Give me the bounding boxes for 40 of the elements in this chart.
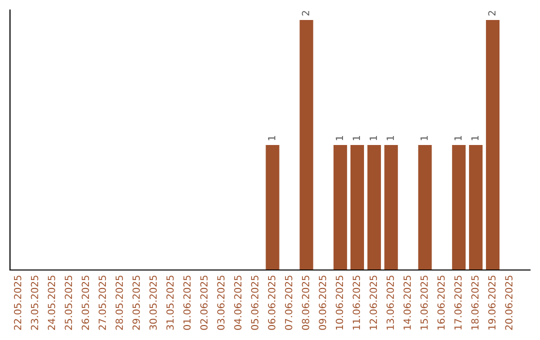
x-tick-label: 19.06.2025 xyxy=(488,276,496,330)
data-label: 2 xyxy=(488,11,496,16)
data-label: 1 xyxy=(454,136,462,140)
x-tick-label: 11.06.2025 xyxy=(352,276,360,330)
x-tick-label: 13.06.2025 xyxy=(386,276,394,330)
x-tick-label: 02.06.2025 xyxy=(200,276,208,330)
x-tick-label: 05.06.2025 xyxy=(251,276,258,330)
x-tick-label: 03.06.2025 xyxy=(217,276,225,330)
x-tick-label: 20.06.2025 xyxy=(505,276,512,330)
x-tick-label: 31.05.2025 xyxy=(166,276,174,330)
x-tick-label: 12.06.2025 xyxy=(370,276,377,330)
x-tick-label: 04.06.2025 xyxy=(234,276,242,330)
data-label: 1 xyxy=(471,136,478,140)
x-tick-label: 07.06.2025 xyxy=(284,276,292,330)
x-tick-label: 01.06.2025 xyxy=(183,276,191,330)
x-tick-label: 09.06.2025 xyxy=(318,276,326,330)
data-label: 1 xyxy=(336,136,343,140)
x-tick-label: 28.05.2025 xyxy=(116,276,123,330)
x-tick-label: 24.05.2025 xyxy=(48,276,56,330)
x-tick-label: 16.06.2025 xyxy=(437,276,445,330)
data-label: 2 xyxy=(302,11,310,16)
x-tick-label: 30.05.2025 xyxy=(149,276,157,330)
x-tick-label: 25.05.2025 xyxy=(64,276,72,330)
data-label: 1 xyxy=(352,136,360,140)
x-tick-label: 27.05.2025 xyxy=(98,276,106,330)
x-tick-label: 22.05.2025 xyxy=(14,276,22,330)
x-tick-label: 08.06.2025 xyxy=(302,276,310,330)
x-tick-label: 18.06.2025 xyxy=(471,276,479,330)
x-tick-label: 26.05.2025 xyxy=(82,276,90,330)
data-label: 1 xyxy=(386,136,394,140)
data-label: 1 xyxy=(268,136,276,140)
x-tick-label: 29.05.2025 xyxy=(132,276,140,330)
x-tick-label: 14.06.2025 xyxy=(404,276,411,330)
x-tick-label: 23.05.2025 xyxy=(30,276,38,330)
x-tick-label: 15.06.2025 xyxy=(420,276,428,330)
x-tick-label: 10.06.2025 xyxy=(336,276,344,330)
x-tick-label: 17.06.2025 xyxy=(454,276,462,330)
data-label: 1 xyxy=(420,136,428,140)
data-label: 1 xyxy=(370,136,377,140)
x-tick-label: 06.06.2025 xyxy=(268,276,276,330)
